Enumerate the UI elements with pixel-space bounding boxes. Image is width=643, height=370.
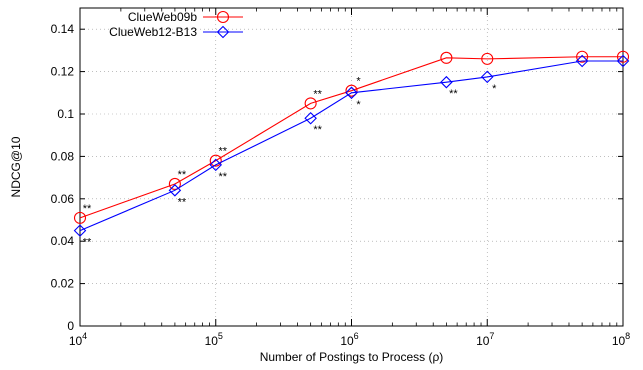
x-tick-label: 106 — [340, 331, 358, 348]
series-line — [79, 56, 623, 219]
data-point — [168, 177, 181, 191]
y-tick-label: 0.1 — [57, 107, 74, 121]
data-point — [616, 54, 630, 68]
grid-layer — [80, 8, 623, 326]
significance-label: ** — [218, 146, 227, 158]
x-tick-exponent: 5 — [218, 331, 223, 341]
y-tick-label: 0.06 — [51, 192, 75, 206]
significance-label: * — [356, 99, 361, 111]
y-axis-title: NDCG@10 — [9, 136, 23, 197]
data-point — [575, 54, 589, 68]
significance-label: * — [356, 76, 361, 88]
data-point — [616, 50, 630, 63]
x-tick-exponent: 4 — [82, 331, 87, 341]
data-point — [304, 111, 317, 125]
data-point — [209, 158, 223, 172]
data-point — [73, 224, 87, 237]
legend-item: ClueWeb09b — [128, 10, 243, 24]
series-line — [79, 60, 623, 232]
significance-label: ** — [83, 237, 92, 249]
significance-label: ** — [178, 196, 187, 208]
x-tick-label: 104 — [69, 331, 87, 348]
data-point — [168, 184, 182, 197]
legend-item: ClueWeb12-B13 — [109, 25, 243, 39]
x-tick-exponent: 8 — [625, 331, 630, 341]
legend-label: ClueWeb12-B13 — [109, 25, 197, 39]
significance-label: ** — [83, 203, 92, 215]
plot-frame — [79, 7, 624, 327]
significance-label: ** — [178, 169, 187, 181]
y-tick-label: 0.08 — [51, 149, 75, 163]
y-tick-label: 0.04 — [51, 234, 75, 248]
data-point — [345, 84, 358, 97]
x-tick-base: 10 — [340, 334, 354, 348]
data-point — [440, 75, 453, 89]
significance-label: ** — [218, 171, 227, 183]
x-tick-label: 107 — [476, 331, 494, 348]
y-tick-label: 0.12 — [51, 65, 75, 79]
x-tick-base: 10 — [69, 334, 83, 348]
data-point — [209, 154, 222, 167]
legend-marker — [216, 25, 230, 39]
x-tick-label: 105 — [205, 331, 223, 348]
significance-label: ** — [313, 88, 322, 100]
data-point — [481, 52, 494, 65]
data-point — [345, 86, 358, 100]
y-tick-label: 0 — [67, 319, 74, 333]
x-tick-base: 10 — [476, 334, 490, 348]
series-layer: ******************** * — [73, 50, 630, 249]
legend-marker — [216, 10, 230, 24]
x-tick-label: 108 — [612, 331, 630, 348]
y-tick-label: 0.02 — [51, 277, 75, 291]
data-point — [480, 70, 494, 84]
series-clueweb12-b13: *********** * — [73, 54, 630, 249]
data-point — [440, 51, 453, 64]
y-tick-label: 0.14 — [51, 22, 75, 36]
significance-label: * — [492, 83, 497, 95]
series-clueweb09b: ********* — [73, 50, 630, 224]
x-tick-base: 10 — [205, 334, 219, 348]
legend-label: ClueWeb09b — [128, 10, 197, 24]
x-axis-title: Number of Postings to Process (ρ) — [260, 350, 444, 364]
significance-label: ** — [313, 124, 322, 136]
data-point — [576, 50, 589, 63]
x-tick-exponent: 7 — [489, 331, 494, 341]
x-tick-exponent: 6 — [354, 331, 359, 341]
significance-label: ** — [449, 88, 458, 100]
x-tick-base: 10 — [612, 334, 626, 348]
data-point — [304, 97, 317, 110]
data-point — [73, 211, 87, 224]
